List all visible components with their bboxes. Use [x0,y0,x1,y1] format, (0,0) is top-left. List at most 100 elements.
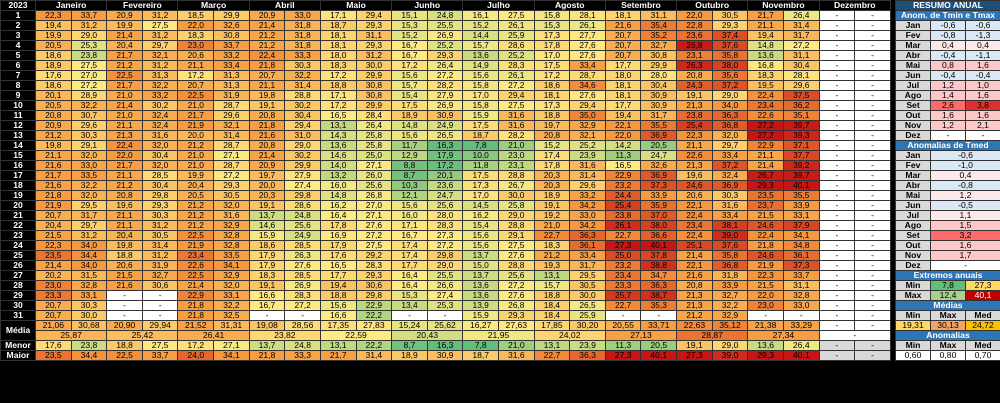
tmin-cell: 18,0 [604,70,642,81]
tmax-cell: 27,6 [498,290,535,301]
tmin-cell: 21,0 [177,150,215,161]
tmin-cell: - [106,300,143,311]
day-number: 10 [0,100,37,111]
tmin-cell: 21,4 [106,100,143,111]
maior-tmax: 34,1 [213,350,250,361]
tmin-cell: 21,2 [177,210,215,221]
tmax-cell: 29,3 [426,50,464,61]
tmin-cell: 11,8 [462,160,499,171]
tmax-cell: 33,4 [711,210,749,221]
menor-tmin: 13,1 [319,340,357,351]
tmax-cell: 35,4 [640,20,678,31]
tmin-cell: 23,6 [676,30,713,41]
tmin-cell: 17,3 [533,100,571,111]
tmin-cell: 20,0 [248,180,286,191]
tmin-cell: 18,3 [248,270,286,281]
tmin-cell: 20,6 [177,50,215,61]
resumo-title: RESUMO ANUAL [895,0,1000,11]
tmax-cell: 30,8 [355,80,393,91]
tmax-cell: 32,4 [711,170,749,181]
tmin-cell: 7,8 [462,140,499,151]
menor-tmax: 26,4 [782,340,820,351]
tmax-cell: 27,6 [498,250,535,261]
tmin-cell: 21,3 [676,160,713,171]
menor-tmin: 13,7 [248,340,286,351]
tmax-cell: 30,5 [141,230,179,241]
tmax-cell: 27,9 [284,170,321,181]
tmin-cell: 21,4 [248,150,286,161]
tmax-cell: - [854,300,891,311]
day-number: 28 [0,280,37,291]
tmax-cell: 31,3 [141,70,179,81]
medias-value: 24,72 [965,320,1000,331]
tmin-cell: 20,6 [106,260,143,271]
tmax-cell: 29,6 [70,120,108,131]
anom-tmax: -0,4 [965,70,1000,81]
tmed-title: Anomalias de Tmed [895,140,1000,151]
table-row: 11 20,8 30,7 21,0 32,4 21,7 29,6 20,8 30,4 16,5 28… [0,110,891,121]
tmax-cell: 23,1 [498,160,535,171]
tmin-cell: 15,6 [391,70,428,81]
tmin-cell: 23,3 [604,280,642,291]
tmax-cell: 30,2 [284,100,321,111]
tmin-cell: 20,8 [676,280,713,291]
tmin-cell: 15,9 [462,310,499,321]
tmax-cell: 27,2 [426,70,464,81]
tmax-cell: 32,7 [711,290,749,301]
tmax-cell: - [854,10,891,21]
day-number: 11 [0,110,37,121]
tmax-cell: 39,0 [711,230,749,241]
tmax-cell: 31,4 [284,80,321,91]
medias-title: Médias [895,300,1000,311]
maior-tmax: 33,3 [284,350,321,361]
tmax-cell: - [854,120,891,131]
tmin-cell: 18,5 [177,10,215,21]
table-row: 8 18,6 27,2 21,7 32,2 20,7 31,3 21,1 31,4 18,8 30,… [0,80,891,91]
month-header: Outubro [676,0,749,11]
tmax-cell: 30,4 [141,150,179,161]
tmin-cell: 19,1 [248,280,286,291]
ext-max-tmin: 12,4 [930,290,966,301]
tmin-cell: 21,1 [106,170,143,181]
tmax-cell: 31,4 [782,20,820,31]
tmax-cell: 32,4 [141,110,179,121]
tmin-cell: - [818,90,856,101]
tmax-cell: 33,9 [640,190,678,201]
tmed-month: Mar [895,170,931,181]
tmin-cell: 13,1 [533,270,571,281]
month-header: Julho [462,0,535,11]
tmin-cell: - [248,310,286,321]
tmin-cell: 21,9 [177,240,215,251]
tmin-cell: 14,2 [604,140,642,151]
tmin-cell: 17,6 [35,70,72,81]
tmax-cell: 37,2 [711,160,749,171]
tmax-cell: 21,0 [498,140,535,151]
tmax-cell: 29,7 [711,140,749,151]
media-tmed: 27,13 [604,330,678,341]
tmax-cell: 34,0 [711,100,749,111]
tmax-cell: 27,6 [569,40,606,51]
tmax-cell: 33,9 [711,280,749,291]
tmin-cell: 19,1 [676,90,713,101]
tmax-cell: 33,1 [70,290,108,301]
tmax-cell: 33,9 [782,200,820,211]
tmed-value: -0,8 [930,180,1000,191]
maior-tmin: - [818,350,856,361]
tmed-month: Ago [895,220,931,231]
tmax-cell: 26,4 [355,120,393,131]
tmin-cell: 20,5 [35,100,72,111]
anom-tmin: 1,4 [930,90,966,101]
tmax-cell: 38,1 [711,220,749,231]
tmax-cell: 32,9 [711,310,749,321]
annual-summary-table: RESUMO ANUAL Anom. de Tmin e Tmax Jan -0,6-… [895,0,1000,361]
month-header: Janeiro [35,0,108,11]
tmax-cell: 26,1 [569,20,606,31]
tmax-cell: 29,4 [498,90,535,101]
month-header: Março [177,0,250,11]
media-label: Média [0,320,37,341]
tmin-cell: 19,9 [35,30,72,41]
tmax-cell: 31,4 [141,240,179,251]
tmin-cell: - [818,120,856,131]
tmin-cell: 19,4 [747,30,784,41]
tmin-cell: 22,3 [35,240,72,251]
